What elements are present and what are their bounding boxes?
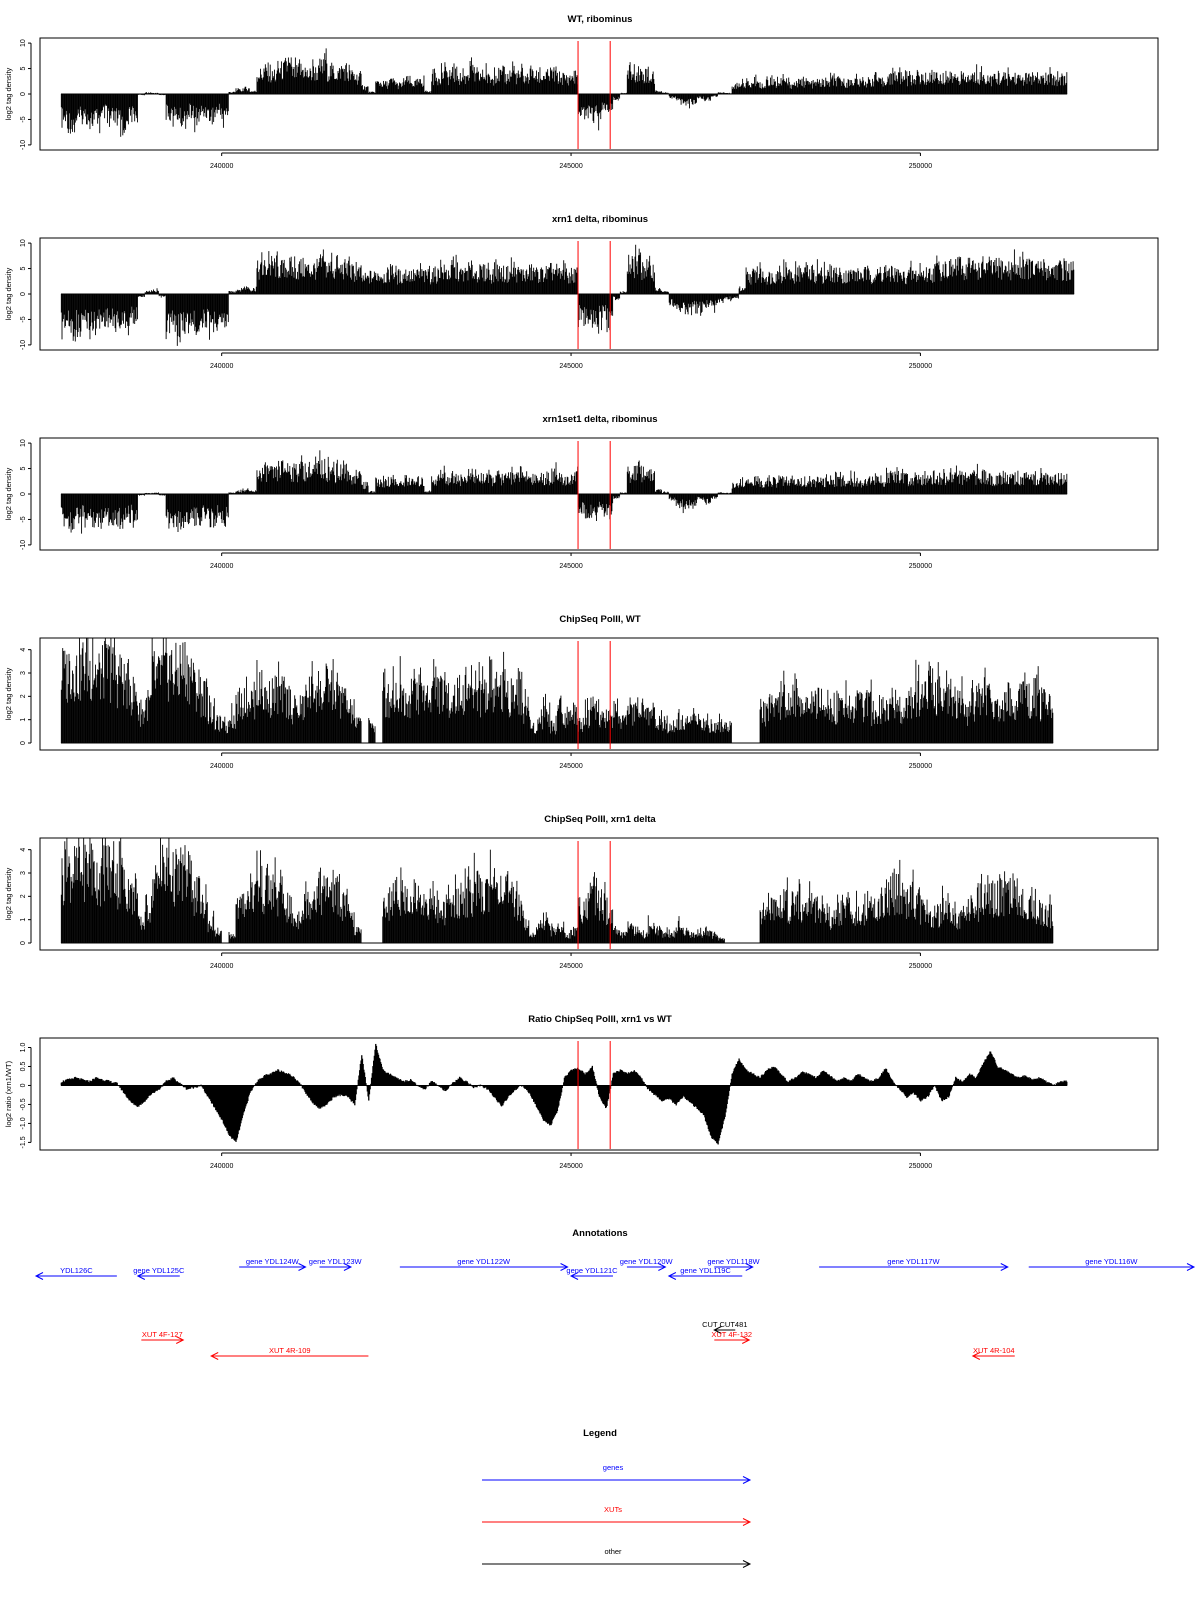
data-bar (1026, 472, 1032, 494)
data-bar (117, 494, 123, 529)
panel-title: xrn1 delta, ribominus (552, 214, 648, 225)
y-axis-label: log2 tag density (4, 267, 13, 320)
y-tick-label: 5 (20, 66, 27, 70)
data-bar (669, 294, 675, 307)
y-tick-label: -5 (20, 116, 27, 122)
y-tick-label: 5 (20, 466, 27, 470)
x-tick-label: 250000 (909, 563, 932, 570)
x-tick-label: 240000 (210, 163, 233, 170)
data-bar (68, 494, 74, 533)
y-tick-label: 10 (20, 39, 27, 47)
panel-title: xrn1set1 delta, ribominus (542, 414, 657, 425)
y-tick-label: -5 (20, 516, 27, 522)
y-axis-label: log2 tag density (4, 667, 13, 720)
data-bar (1005, 472, 1011, 494)
y-tick-label: 5 (20, 266, 27, 270)
data-bar (1026, 259, 1032, 294)
data-bar (103, 638, 109, 743)
panel-title: WT, ribominus (568, 14, 633, 25)
x-tick-label: 245000 (559, 563, 582, 570)
data-bar (278, 460, 284, 494)
figure-canvas: WT, ribominus log2 tag density 10 5 0 -5 -10 24… (0, 0, 1200, 1600)
x-tick-label: 240000 (210, 363, 233, 370)
data-bar (991, 258, 997, 294)
data-bar (82, 638, 88, 743)
y-axis-label: log2 tag density (4, 67, 13, 120)
y-tick-label: 0 (20, 292, 27, 296)
data-bar (613, 94, 619, 100)
data-bar (550, 66, 556, 94)
x-tick-label: 245000 (559, 163, 582, 170)
data-bar (194, 294, 200, 335)
data-bar (390, 78, 396, 94)
x-tick-label: 250000 (909, 363, 932, 370)
panel-title: ChipSeq PolII, WT (559, 614, 640, 625)
y-tick-label: -5 (20, 316, 27, 322)
y-tick-label: 0 (20, 492, 27, 496)
y-tick-label: 10 (20, 239, 27, 247)
data-bar (131, 94, 137, 122)
data-bar (460, 268, 466, 294)
y-tick-label: -10 (20, 140, 27, 150)
x-tick-label: 250000 (909, 163, 932, 170)
data-bar (613, 494, 619, 499)
y-tick-label: -10 (20, 540, 27, 550)
data-bar (110, 94, 116, 123)
figure-background (0, 0, 1200, 1600)
y-tick-label: -10 (20, 340, 27, 350)
x-tick-label: 245000 (559, 363, 582, 370)
y-axis-label: log2 tag density (4, 467, 13, 520)
x-tick-label: 240000 (210, 563, 233, 570)
data-bar (578, 494, 584, 514)
data-bar (271, 466, 277, 494)
y-tick-label: 10 (20, 439, 27, 447)
y-tick-label: 0 (20, 92, 27, 96)
